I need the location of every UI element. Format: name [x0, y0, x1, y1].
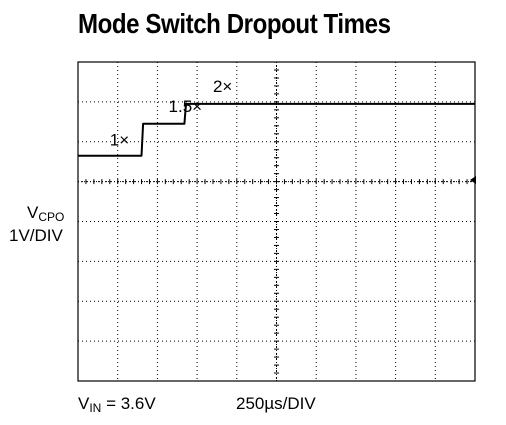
ground-marker-icon — [470, 176, 476, 184]
step-label: 2× — [213, 77, 232, 96]
step-label: 1× — [110, 131, 129, 150]
step-annotations: 1× 1.5× 2× — [110, 77, 233, 150]
x-axis-scale: 250µs/DIV — [236, 394, 316, 413]
input-voltage-label: VIN = 3.6V — [78, 394, 156, 415]
vcpo-trace — [78, 102, 475, 157]
chart-title: Mode Switch Dropout Times — [78, 8, 391, 39]
trace-layer — [78, 102, 475, 157]
y-axis-label: VCPO — [27, 203, 65, 224]
step-label: 1.5× — [169, 97, 203, 116]
grid — [77, 61, 476, 382]
y-axis-scale: 1V/DIV — [9, 226, 63, 245]
